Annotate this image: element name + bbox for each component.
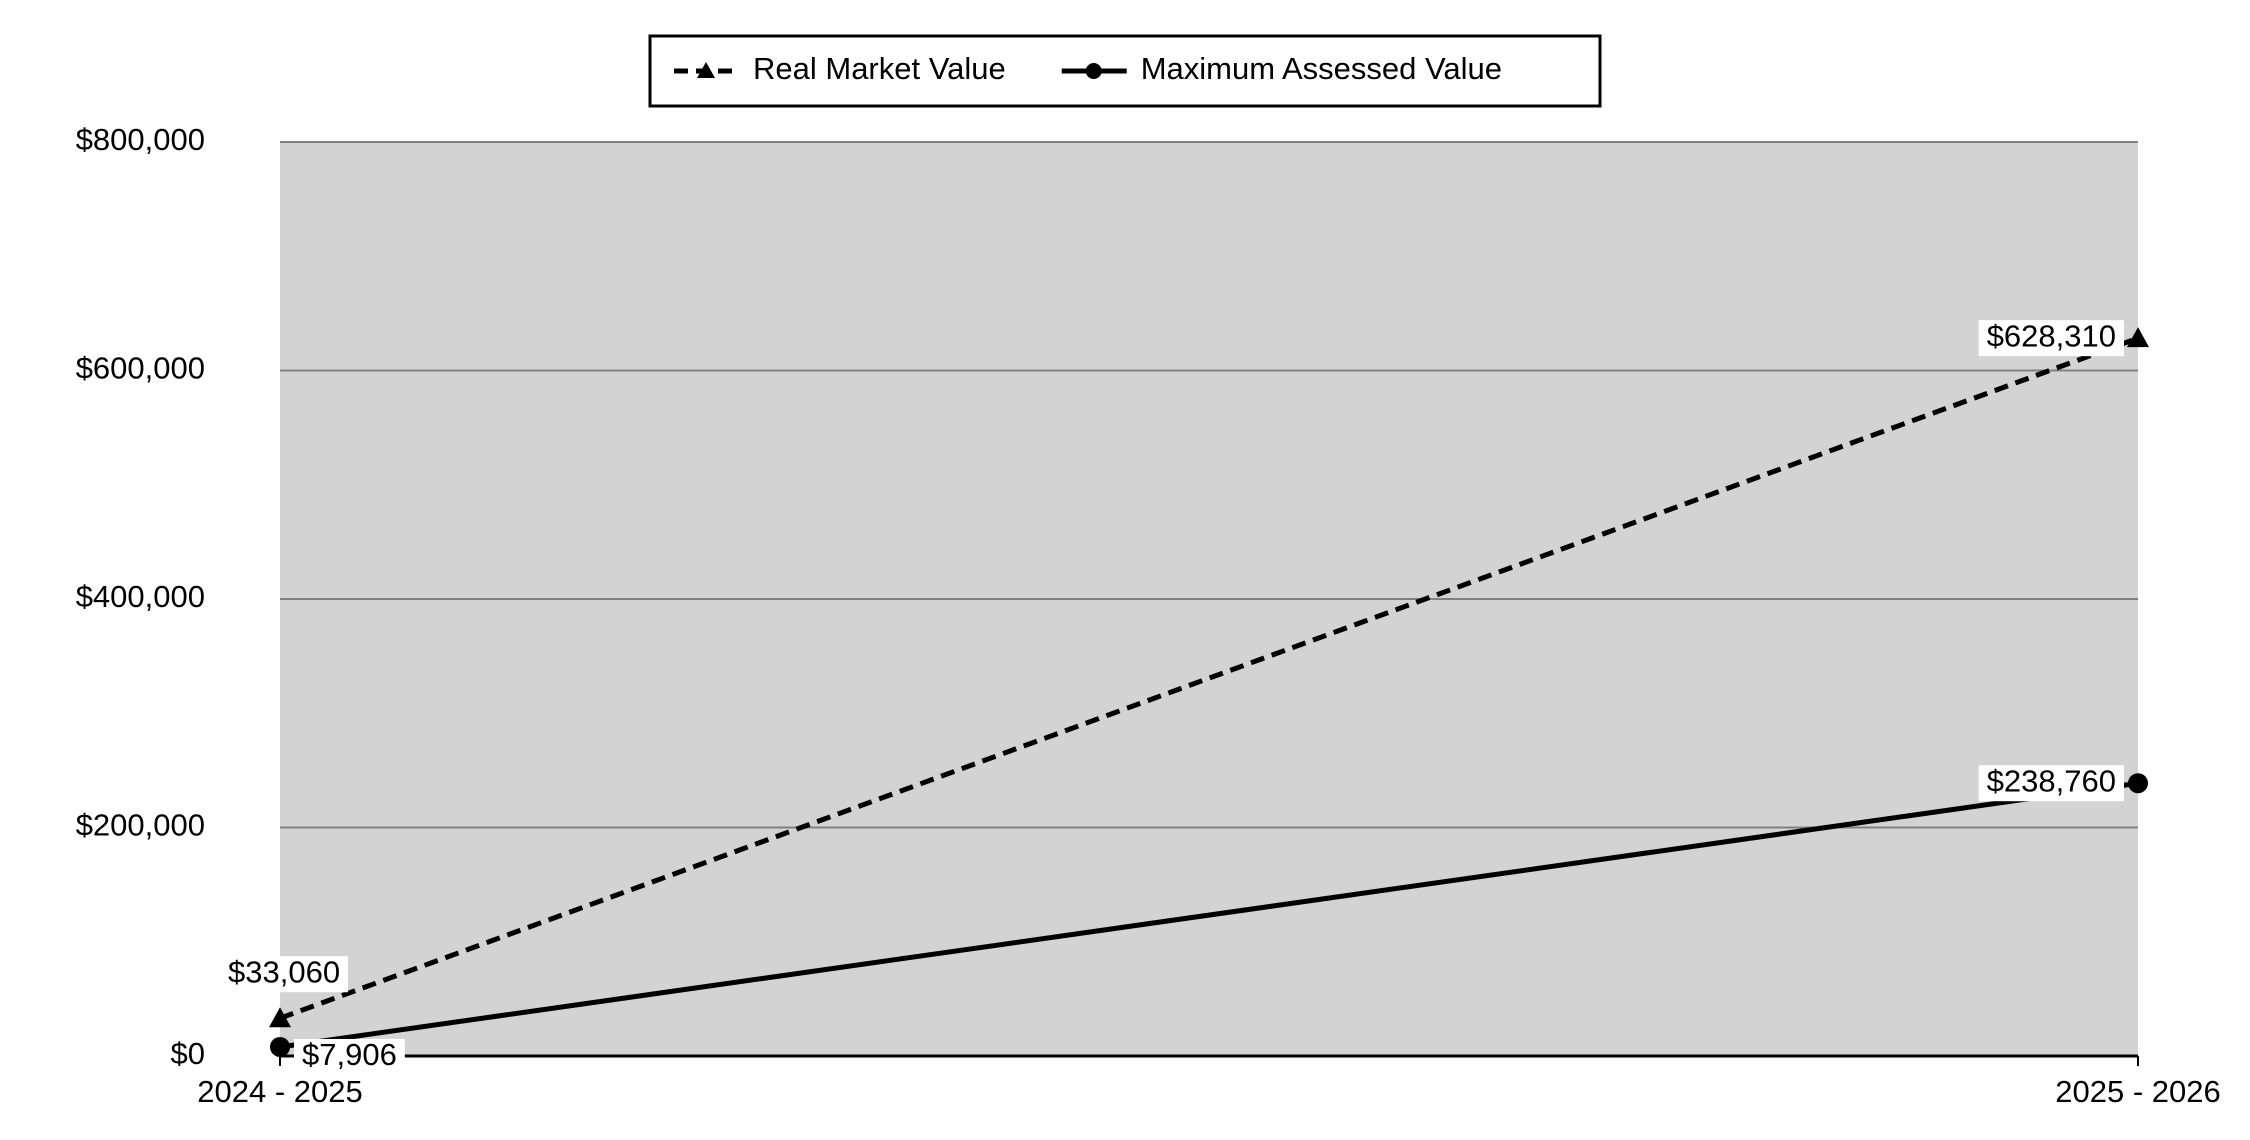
data-point (269, 1007, 291, 1028)
legend-label: Real Market Value (753, 51, 1006, 86)
data-label-bg (1978, 320, 2124, 357)
y-tick-label: $400,000 (76, 579, 205, 614)
legend-label: Maximum Assessed Value (1141, 51, 1502, 86)
data-label: $33,060 (228, 954, 340, 989)
x-tick-label: 2025 - 2026 (2055, 1074, 2220, 1109)
x-tick-label: 2024 - 2025 (197, 1074, 362, 1109)
data-label: $7,906 (302, 1037, 397, 1072)
y-tick-label: $600,000 (76, 351, 205, 386)
data-label-bg (220, 956, 349, 993)
data-label: $628,310 (1987, 318, 2116, 353)
legend-marker (697, 62, 715, 78)
data-label-bg (1978, 765, 2124, 802)
y-tick-label: $200,000 (76, 808, 205, 843)
data-label: $238,760 (1987, 763, 2116, 798)
series-line (279, 780, 2139, 1050)
data-point (2127, 327, 2149, 348)
data-label-bg (294, 1038, 405, 1075)
data-point (270, 1036, 290, 1057)
y-tick-label: $0 (171, 1036, 205, 1071)
legend-marker (1085, 63, 1102, 79)
y-tick-label: $800,000 (76, 122, 205, 157)
data-point (2128, 773, 2148, 794)
